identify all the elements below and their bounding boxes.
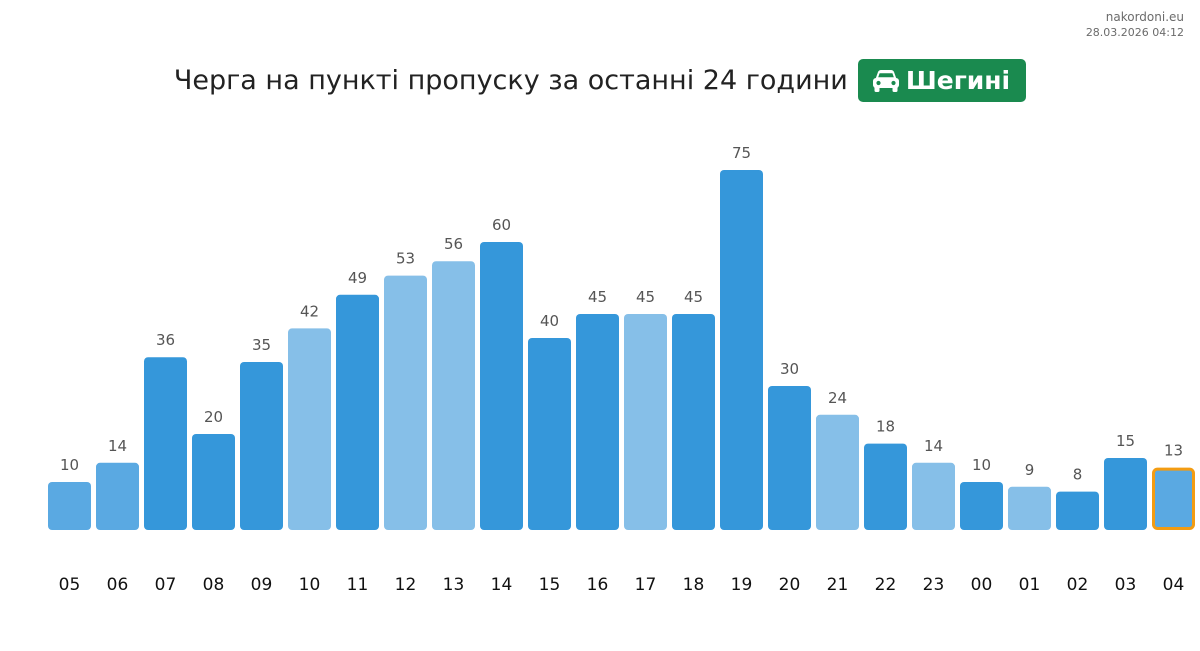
x-tick-label: 09: [251, 575, 273, 595]
bar-value-label: 42: [300, 302, 319, 320]
bar-value-label: 15: [1116, 432, 1135, 450]
x-tick-label: 10: [299, 575, 321, 595]
x-tick-label: 17: [635, 575, 657, 595]
checkpoint-name: Шегині: [905, 66, 1011, 95]
x-tick-label: 11: [347, 575, 369, 595]
bar-value-label: 36: [156, 331, 175, 349]
bar: [480, 242, 523, 530]
x-tick-label: 04: [1163, 575, 1185, 595]
bar-value-label: 8: [1073, 466, 1083, 484]
bar-value-label: 13: [1164, 442, 1183, 460]
bar: [288, 328, 331, 530]
bar-value-label: 40: [540, 312, 559, 330]
bar-value-label: 49: [348, 269, 367, 287]
bar: [1056, 491, 1099, 530]
bar: [912, 462, 955, 530]
bar: [960, 482, 1003, 530]
title-row: Черга на пункті пропуску за останні 24 г…: [0, 59, 1200, 102]
x-tick-label: 18: [683, 575, 705, 595]
bar-value-label: 45: [684, 288, 703, 306]
x-tick-label: 02: [1067, 575, 1089, 595]
bar-value-label: 56: [444, 235, 463, 253]
bar: [672, 314, 715, 530]
x-tick-label: 23: [923, 575, 945, 595]
bar-value-label: 24: [828, 389, 847, 407]
x-tick-label: 13: [443, 575, 465, 595]
bar: [336, 294, 379, 530]
x-tick-label: 07: [155, 575, 177, 595]
timestamp: 28.03.2026 04:12: [1085, 26, 1184, 39]
x-tick-label: 14: [491, 575, 513, 595]
bar-value-label: 18: [876, 418, 895, 436]
bar: [816, 414, 859, 530]
bar: [864, 443, 907, 530]
x-tick-label: 06: [107, 575, 129, 595]
bar: [96, 462, 139, 530]
bar: [240, 362, 283, 530]
bar: [528, 338, 571, 530]
x-tick-label: 05: [59, 575, 81, 595]
source-info: nakordoni.eu 28.03.2026 04:12: [1086, 9, 1184, 41]
bar-value-label: 45: [636, 288, 655, 306]
chart-title: Черга на пункті пропуску за останні 24 г…: [173, 65, 848, 96]
bar-value-label: 30: [780, 360, 799, 378]
x-tick-label: 16: [587, 575, 609, 595]
x-tick-label: 22: [875, 575, 897, 595]
bar-value-label: 45: [588, 288, 607, 306]
bar-value-label: 14: [924, 437, 943, 455]
x-tick-label: 00: [971, 575, 993, 595]
x-tick-label: 03: [1115, 575, 1137, 595]
bar: [768, 386, 811, 530]
x-tick-label: 01: [1019, 575, 1041, 595]
bar-value-label: 14: [108, 437, 127, 455]
site-name: nakordoni.eu: [1105, 10, 1184, 24]
x-tick-label: 21: [827, 575, 849, 595]
bar: [144, 357, 187, 530]
bar: [48, 482, 91, 530]
bar-value-label: 10: [60, 456, 79, 474]
bar-value-label: 60: [492, 216, 511, 234]
bar: [576, 314, 619, 530]
bar: [720, 170, 763, 530]
car-icon: [872, 69, 900, 93]
x-tick-label: 20: [779, 575, 801, 595]
bar-value-label: 9: [1025, 461, 1035, 479]
bar-value-label: 20: [204, 408, 223, 426]
x-tick-label: 15: [539, 575, 561, 595]
bar-value-label: 53: [396, 250, 415, 268]
checkpoint-badge: Шегині: [857, 59, 1027, 102]
bar: [1008, 486, 1051, 530]
bar: [624, 314, 667, 530]
bar-value-label: 75: [732, 144, 751, 162]
bar: [1104, 458, 1147, 530]
x-tick-label: 19: [731, 575, 753, 595]
bar-value-label: 35: [252, 336, 271, 354]
bar-value-label: 10: [972, 456, 991, 474]
bar: [192, 434, 235, 530]
bar: [384, 275, 427, 530]
bar: [432, 261, 475, 530]
x-tick-label: 12: [395, 575, 417, 595]
bar-highlighted: [1152, 467, 1195, 531]
x-tick-label: 08: [203, 575, 225, 595]
